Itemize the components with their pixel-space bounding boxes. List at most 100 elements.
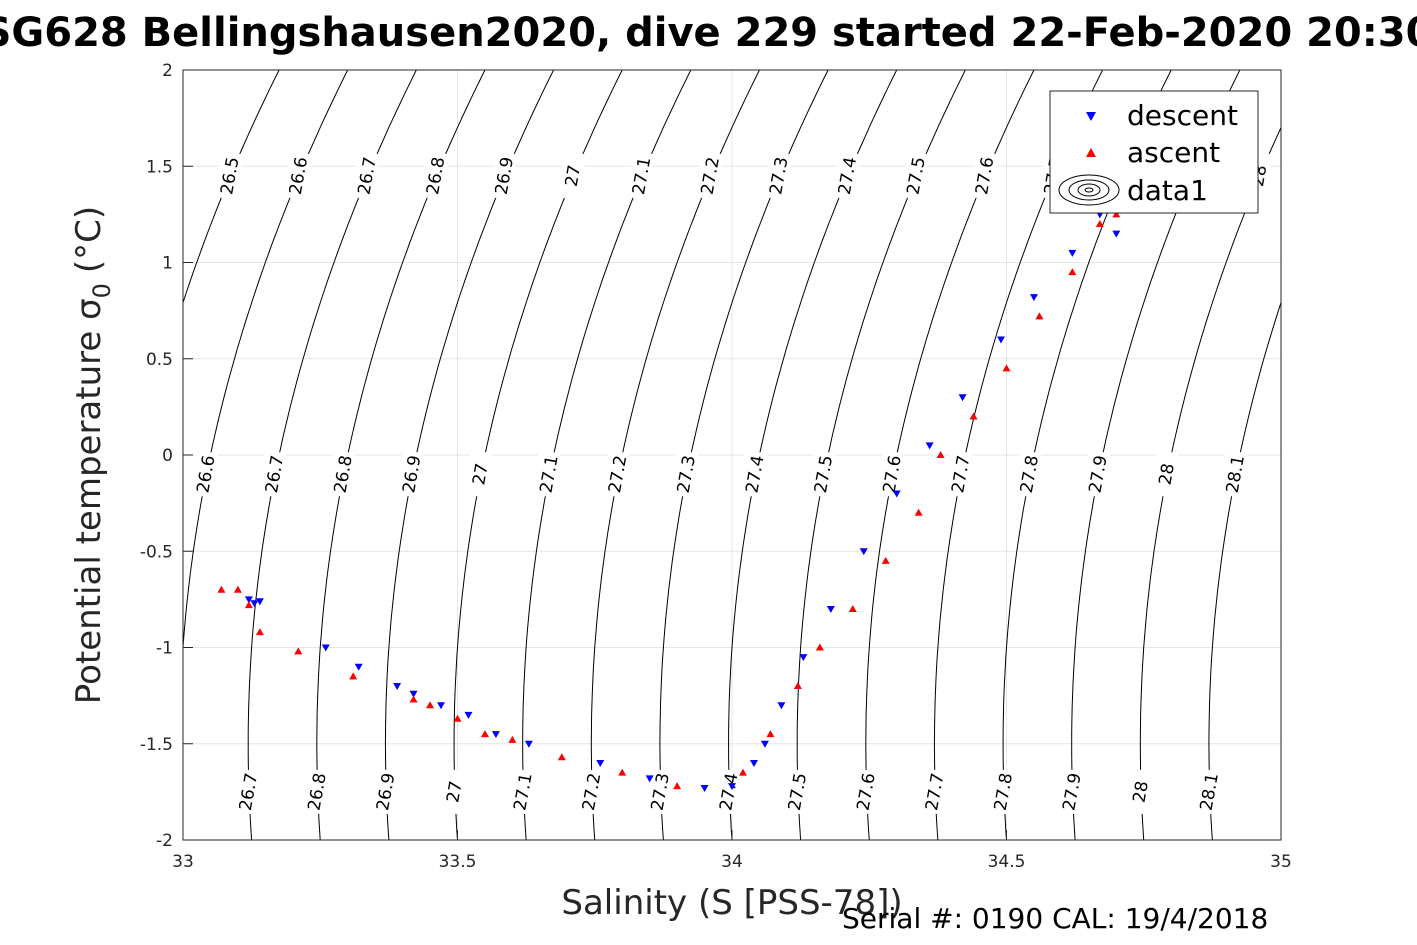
y-tick-label: 0.5 — [146, 350, 173, 370]
x-tick-label: 33 — [172, 852, 194, 872]
isopycnal-label-bg — [332, 452, 355, 497]
ascent-point — [881, 556, 890, 564]
isopycnal-label-bg — [699, 153, 722, 198]
isopycnal-label-bg — [718, 769, 741, 814]
isopycnal-label-bg — [443, 769, 466, 814]
descent-point — [799, 654, 808, 662]
descent-point — [892, 490, 901, 498]
isopycnal-label-bg — [905, 153, 928, 198]
descent-point — [596, 760, 605, 767]
isopycnal-label-bg — [562, 153, 585, 198]
isopycnal-label-bg — [401, 452, 424, 497]
x-tick-label: 34.5 — [988, 852, 1026, 872]
axis-ticks: 33 33.5 34 34.5 35 -2 -1.5 -1 -0.5 0 0.5 1 1.5 2 — [140, 61, 1292, 872]
ascent-point — [1035, 312, 1044, 320]
data-series — [217, 210, 1121, 793]
ascent-point — [255, 628, 264, 636]
isopycnal-label-bg — [649, 769, 672, 814]
isopycnal-label-bg — [238, 769, 261, 814]
isopycnal-label-bg — [631, 153, 654, 198]
isopycnal-label-bg — [306, 769, 329, 814]
y-tick-label: 0 — [162, 446, 173, 466]
descent-point — [728, 783, 736, 791]
descent-point — [1029, 294, 1038, 302]
legend-descent-label: descent — [1127, 99, 1238, 132]
isopycnal-label-bg — [356, 153, 379, 198]
descent-point — [749, 760, 758, 767]
isopycnal-label-bg — [1156, 452, 1179, 497]
ascent-point — [1002, 364, 1011, 372]
isopycnal-label-bg — [787, 769, 810, 814]
isopycnal-label: 27 — [469, 462, 492, 487]
descent-point — [925, 442, 934, 450]
legend-data1-label: data1 — [1127, 174, 1208, 207]
x-axis-label: Salinity (S [PSS-78]) — [561, 883, 902, 923]
isopycnal-label-bg — [512, 769, 535, 814]
ascent-point — [914, 508, 923, 516]
descent-point — [250, 600, 259, 608]
isopycnal-label-bg — [581, 769, 604, 814]
isopycnal-label-bg — [1061, 769, 1084, 814]
x-tick-label: 34 — [721, 852, 743, 872]
ascent-point — [508, 735, 517, 743]
isopycnal-label: 28 — [1129, 779, 1152, 804]
serial-calibration-note: Serial #: 0190 CAL: 19/4/2018 — [842, 902, 1268, 935]
descent-point — [1068, 249, 1077, 257]
isopycnal-label: 27 — [562, 163, 585, 188]
isopycnal-label-bg — [219, 153, 242, 198]
ascent-point — [618, 768, 627, 776]
descent-point — [491, 731, 500, 739]
descent-point — [997, 336, 1006, 344]
legend-ascent-label: ascent — [1127, 136, 1220, 169]
isopycnal-label-bg — [1087, 452, 1110, 497]
isopycnal-label-bg — [974, 153, 997, 198]
isopycnal-label-bg — [1130, 769, 1153, 814]
isopycnal-label-bg — [744, 452, 767, 497]
ascent-point — [1068, 268, 1077, 276]
ascent-point — [244, 601, 253, 609]
isopycnal-label-bg — [855, 769, 878, 814]
ascent-point — [409, 695, 418, 703]
descent-point — [354, 663, 363, 671]
ascent-point — [738, 768, 747, 776]
legend: descent ascent data1 — [1049, 90, 1259, 214]
ascent-point — [936, 451, 945, 458]
descent-point — [409, 690, 418, 698]
ascent-point — [426, 701, 435, 709]
legend-descent-marker — [1086, 112, 1096, 121]
y-axis-label-sub: 0 — [88, 283, 116, 298]
descent-point — [437, 702, 446, 710]
isopycnal-label-bg — [425, 153, 448, 198]
isopycnal-line — [183, 70, 280, 305]
y-axis-label-unit: (°C) — [69, 206, 109, 273]
y-tick-label: 2 — [162, 61, 173, 81]
ascent-point — [453, 714, 462, 722]
isopycnal-label-bg — [1224, 452, 1247, 497]
ascent-point — [969, 412, 978, 420]
y-axis-label-main: Potential temperature σ — [69, 298, 109, 704]
y-tick-label: -0.5 — [140, 542, 173, 562]
descent-point — [255, 598, 264, 606]
isopycnal-label-bg — [375, 769, 398, 814]
y-tick-label: 1.5 — [146, 157, 173, 177]
ascent-point — [1112, 210, 1121, 218]
y-tick-label: -2 — [156, 831, 173, 851]
isopycnal-label-bg — [195, 452, 218, 497]
isopycnal-label-bg — [992, 769, 1015, 814]
isopycnal-label-bg — [675, 452, 698, 497]
descent-point — [524, 740, 533, 748]
isopycnal-label-bg — [538, 452, 561, 497]
y-tick-label: 1 — [162, 254, 173, 274]
y-tick-label: -1 — [156, 639, 173, 659]
ascent-point — [793, 682, 802, 689]
legend-ascent-marker — [1086, 148, 1096, 157]
ascent-point — [815, 643, 824, 651]
isopycnal-label-bg — [1198, 769, 1221, 814]
ascent-point — [480, 730, 489, 738]
descent-point — [321, 644, 330, 652]
descent-point — [777, 702, 786, 710]
descent-point — [859, 548, 868, 556]
ascent-point — [217, 585, 226, 593]
legend-box — [1049, 90, 1259, 214]
